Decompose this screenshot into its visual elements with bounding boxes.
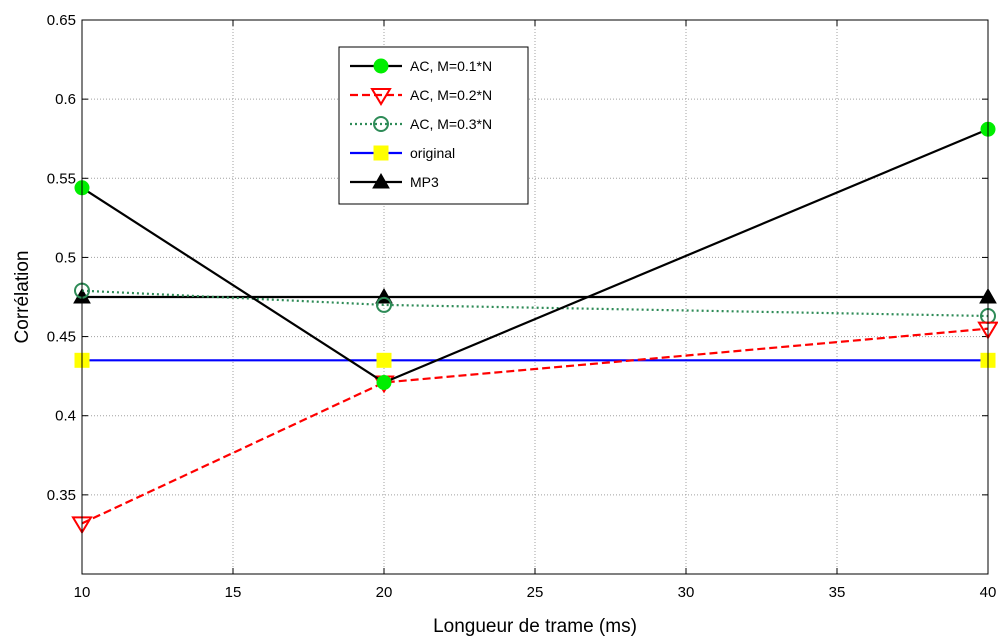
y-ticks: 0.35 0.4 0.45 0.5 0.55 0.6 0.65 bbox=[47, 12, 988, 504]
series-group bbox=[71, 121, 998, 535]
legend-marker bbox=[370, 88, 392, 106]
legend-item: AC, M=0.2*N bbox=[350, 87, 492, 106]
x-tick-label: 35 bbox=[829, 584, 846, 601]
series-line bbox=[81, 327, 989, 525]
y-axis-label: Corrélation bbox=[12, 251, 33, 344]
legend-label: AC, M=0.3*N bbox=[410, 116, 492, 132]
legend-box bbox=[338, 46, 529, 205]
legend-marker bbox=[372, 172, 390, 189]
series-3 bbox=[74, 352, 996, 368]
y-tick-label: 0.35 bbox=[47, 487, 76, 504]
legend-label: MP3 bbox=[410, 174, 439, 190]
legend-label: AC, M=0.1*N bbox=[410, 58, 492, 74]
legend-label: AC, M=0.2*N bbox=[410, 87, 492, 103]
legend-item: AC, M=0.1*N bbox=[350, 58, 492, 74]
series-0 bbox=[74, 121, 996, 390]
data-point bbox=[376, 296, 392, 313]
legend-marker bbox=[373, 145, 389, 161]
legend-marker bbox=[373, 116, 389, 132]
data-point bbox=[376, 374, 392, 390]
legend: AC, M=0.1*N AC, M=0.2*N AC, M=0.3*N origina… bbox=[338, 46, 529, 205]
x-ticks: 10 15 20 25 30 35 40 bbox=[74, 20, 997, 601]
legend-label: original bbox=[410, 145, 455, 161]
y-tick-label: 0.45 bbox=[47, 329, 76, 346]
x-tick-label: 10 bbox=[74, 584, 91, 601]
x-tick-label: 40 bbox=[980, 584, 997, 601]
y-tick-label: 0.6 bbox=[55, 91, 76, 108]
x-axis-label: Longueur de trame (ms) bbox=[433, 616, 637, 636]
x-tick-label: 15 bbox=[225, 584, 242, 601]
legend-item: original bbox=[350, 145, 455, 161]
y-tick-label: 0.65 bbox=[47, 12, 76, 29]
x-tick-label: 20 bbox=[376, 584, 393, 601]
legend-item: MP3 bbox=[350, 172, 439, 190]
y-tick-label: 0.55 bbox=[47, 170, 76, 187]
data-point bbox=[376, 352, 392, 368]
legend-marker bbox=[373, 58, 389, 74]
legend-item: AC, M=0.3*N bbox=[350, 116, 492, 132]
plot-frame bbox=[81, 19, 989, 575]
series-line bbox=[81, 289, 989, 318]
x-tick-label: 30 bbox=[678, 584, 695, 601]
y-tick-label: 0.5 bbox=[55, 249, 76, 266]
y-tick-label: 0.4 bbox=[55, 408, 76, 425]
x-tick-label: 25 bbox=[527, 584, 544, 601]
